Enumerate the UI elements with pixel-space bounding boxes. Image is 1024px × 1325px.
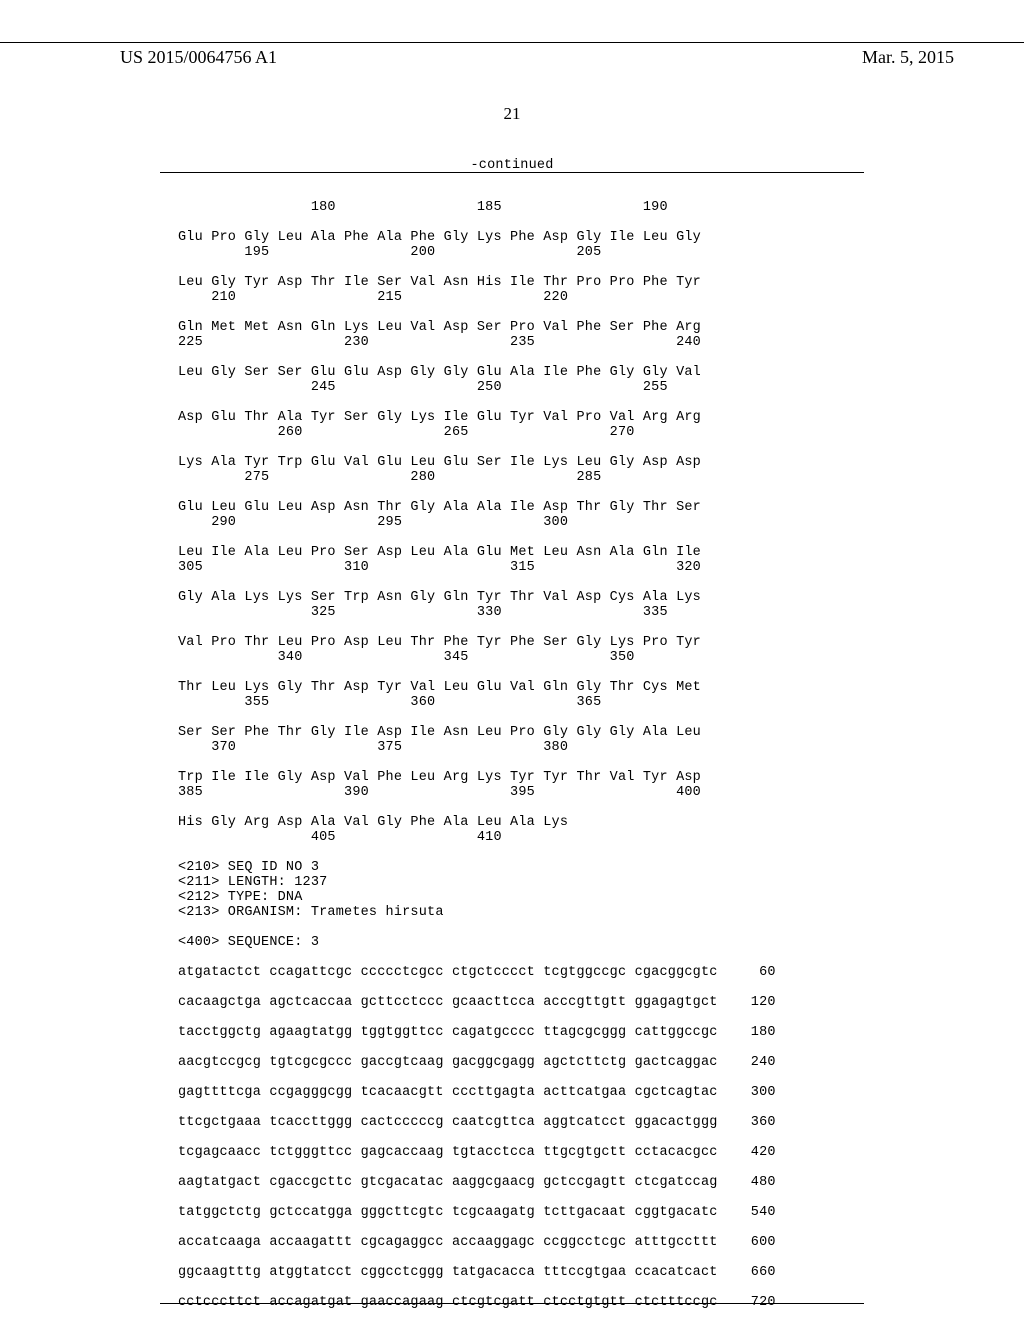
sequence-top-rule (160, 172, 864, 173)
page-number: 21 (0, 104, 1024, 124)
patent-number: US 2015/0064756 A1 (120, 47, 277, 68)
patent-date: Mar. 5, 2015 (862, 47, 954, 68)
patent-header: US 2015/0064756 A1 Mar. 5, 2015 (0, 42, 1024, 68)
continued-label: -continued (0, 158, 1024, 173)
sequence-listing: 180 185 190 Glu Pro Gly Leu Ala Phe Ala … (178, 200, 776, 1325)
sequence-bottom-rule (160, 1303, 864, 1304)
